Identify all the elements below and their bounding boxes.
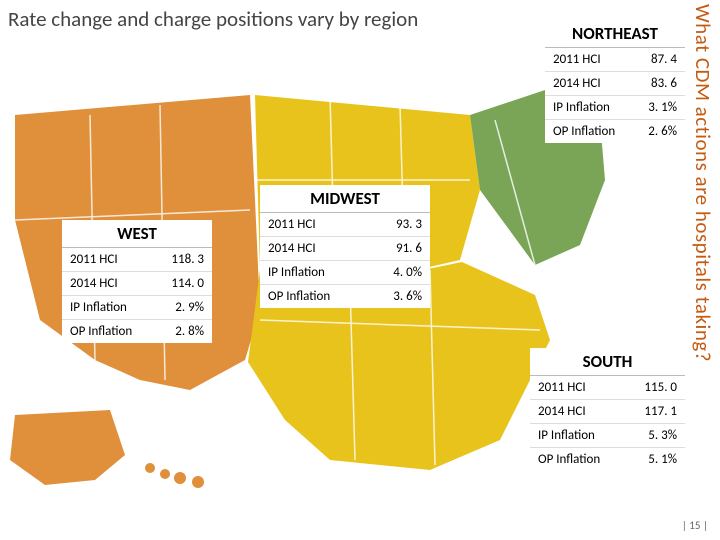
page-number: | 15 | <box>682 519 708 532</box>
table-west: WEST 2011 HCI118. 3 2014 HCI114. 0 IP In… <box>62 220 212 343</box>
table-row: 2011 HCI115. 0 <box>530 376 685 400</box>
table-row: 2014 HCI117. 1 <box>530 400 685 424</box>
region-alaska <box>10 410 125 485</box>
table-row: 2011 HCI118. 3 <box>62 248 212 272</box>
region-header: SOUTH <box>530 348 685 376</box>
table-row: IP Inflation5. 3% <box>530 424 685 448</box>
table-row: 2011 HCI87. 4 <box>545 48 685 72</box>
region-hawaii <box>145 463 204 488</box>
table-row: 2011 HCI93. 3 <box>260 213 430 237</box>
table-row: IP Inflation2. 9% <box>62 296 212 320</box>
slide: Rate change and charge positions vary by… <box>0 0 720 540</box>
table-row: IP Inflation4. 0% <box>260 261 430 285</box>
table-row: IP Inflation3. 1% <box>545 96 685 120</box>
table-midwest: MIDWEST 2011 HCI93. 3 2014 HCI91. 6 IP I… <box>260 185 430 308</box>
table-row: 2014 HCI83. 6 <box>545 72 685 96</box>
table-row: OP Inflation2. 6% <box>545 120 685 144</box>
table-row: OP Inflation2. 8% <box>62 320 212 344</box>
table-row: OP Inflation3. 6% <box>260 285 430 309</box>
table-row: 2014 HCI91. 6 <box>260 237 430 261</box>
us-map: NORTHEAST 2011 HCI87. 4 2014 HCI83. 6 IP… <box>0 60 695 500</box>
page-title: Rate change and charge positions vary by… <box>8 6 418 32</box>
region-header: MIDWEST <box>260 185 430 213</box>
table-row: OP Inflation5. 1% <box>530 448 685 472</box>
region-header: WEST <box>62 220 212 248</box>
region-header: NORTHEAST <box>545 20 685 48</box>
table-south: SOUTH 2011 HCI115. 0 2014 HCI117. 1 IP I… <box>530 348 685 471</box>
table-northeast: NORTHEAST 2011 HCI87. 4 2014 HCI83. 6 IP… <box>545 20 685 143</box>
table-row: 2014 HCI114. 0 <box>62 272 212 296</box>
